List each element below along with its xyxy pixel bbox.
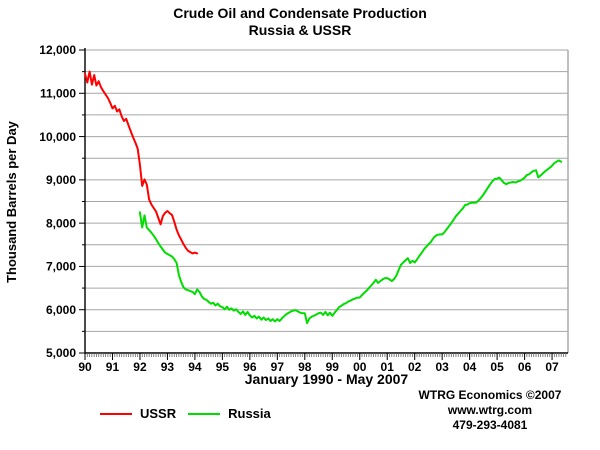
x-tick-label: 91 [106, 360, 120, 374]
attribution-block: WTRG Economics ©2007 www.wtrg.com 479-29… [395, 388, 585, 433]
x-tick-label: 96 [243, 360, 257, 374]
x-tick-label: 03 [435, 360, 449, 374]
x-tick-label: 95 [216, 360, 230, 374]
attribution-company: WTRG Economics ©2007 [418, 388, 562, 402]
ussr-line-swatch [100, 412, 132, 415]
x-tick-label: 90 [78, 360, 92, 374]
y-tick-label: 10,000 [39, 130, 76, 144]
y-axis-label: Thousand Barrels per Day [4, 121, 19, 283]
x-tick-label: 92 [133, 360, 147, 374]
x-tick-label: 02 [408, 360, 422, 374]
legend-item-russia: Russia [188, 406, 271, 421]
chart-subtitle: Russia & USSR [248, 22, 352, 38]
legend-item-ussr: USSR [100, 406, 176, 421]
legend-label-ussr: USSR [140, 406, 177, 421]
x-axis-caption: January 1990 - May 2007 [244, 371, 409, 387]
x-tick-label: 99 [326, 360, 340, 374]
attribution-phone: 479-293-4081 [452, 418, 528, 432]
x-tick-label: 97 [271, 360, 285, 374]
chart-title: Crude Oil and Condensate Production [173, 5, 427, 21]
y-tick-label: 6,000 [46, 303, 76, 317]
x-tick-label: 98 [298, 360, 312, 374]
series-ussr-line [84, 70, 199, 255]
russia-line-swatch [188, 412, 221, 415]
y-tick-label: 8,000 [46, 216, 76, 230]
y-tick-label: 7,000 [46, 260, 76, 274]
x-tick-label: 07 [545, 360, 559, 374]
y-tick-label: 5,000 [46, 346, 76, 360]
attribution-website: www.wtrg.com [447, 403, 533, 417]
y-tick-label: 11,000 [40, 86, 76, 100]
x-tick-label: 93 [161, 360, 175, 374]
series-russia-line [138, 159, 563, 325]
x-tick-label: 04 [463, 360, 477, 374]
x-tick-label: 05 [490, 360, 504, 374]
y-tick-label: 9,000 [46, 173, 76, 187]
legend-label-russia: Russia [228, 406, 271, 421]
x-tick-label: 01 [381, 360, 395, 374]
y-tick-label: 12,000 [39, 43, 76, 57]
x-tick-label: 06 [518, 360, 532, 374]
x-tick-label: 94 [188, 360, 202, 374]
chart-legend: USSR Russia [100, 406, 271, 421]
x-tick-label: 00 [353, 360, 367, 374]
